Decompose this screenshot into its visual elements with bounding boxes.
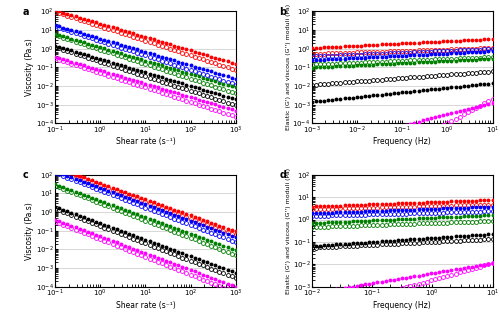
Text: d: d <box>279 170 286 180</box>
Y-axis label: Elastic (G') and viscous (G'') moduli (Pa): Elastic (G') and viscous (G'') moduli (P… <box>286 4 291 130</box>
Text: a: a <box>22 7 29 17</box>
X-axis label: Shear rate (s⁻¹): Shear rate (s⁻¹) <box>116 301 176 310</box>
Y-axis label: Elastic (G') and viscous (G'') moduli (Pa): Elastic (G') and viscous (G'') moduli (P… <box>286 168 291 294</box>
X-axis label: Shear rate (s⁻¹): Shear rate (s⁻¹) <box>116 137 176 146</box>
Y-axis label: Viscosity (Pa.s): Viscosity (Pa.s) <box>26 39 35 96</box>
X-axis label: Frequency (Hz): Frequency (Hz) <box>373 137 431 146</box>
Y-axis label: Viscosity (Pa.s): Viscosity (Pa.s) <box>26 202 35 260</box>
Text: c: c <box>22 170 28 180</box>
X-axis label: Frequency (Hz): Frequency (Hz) <box>373 301 431 310</box>
Text: b: b <box>279 7 286 17</box>
